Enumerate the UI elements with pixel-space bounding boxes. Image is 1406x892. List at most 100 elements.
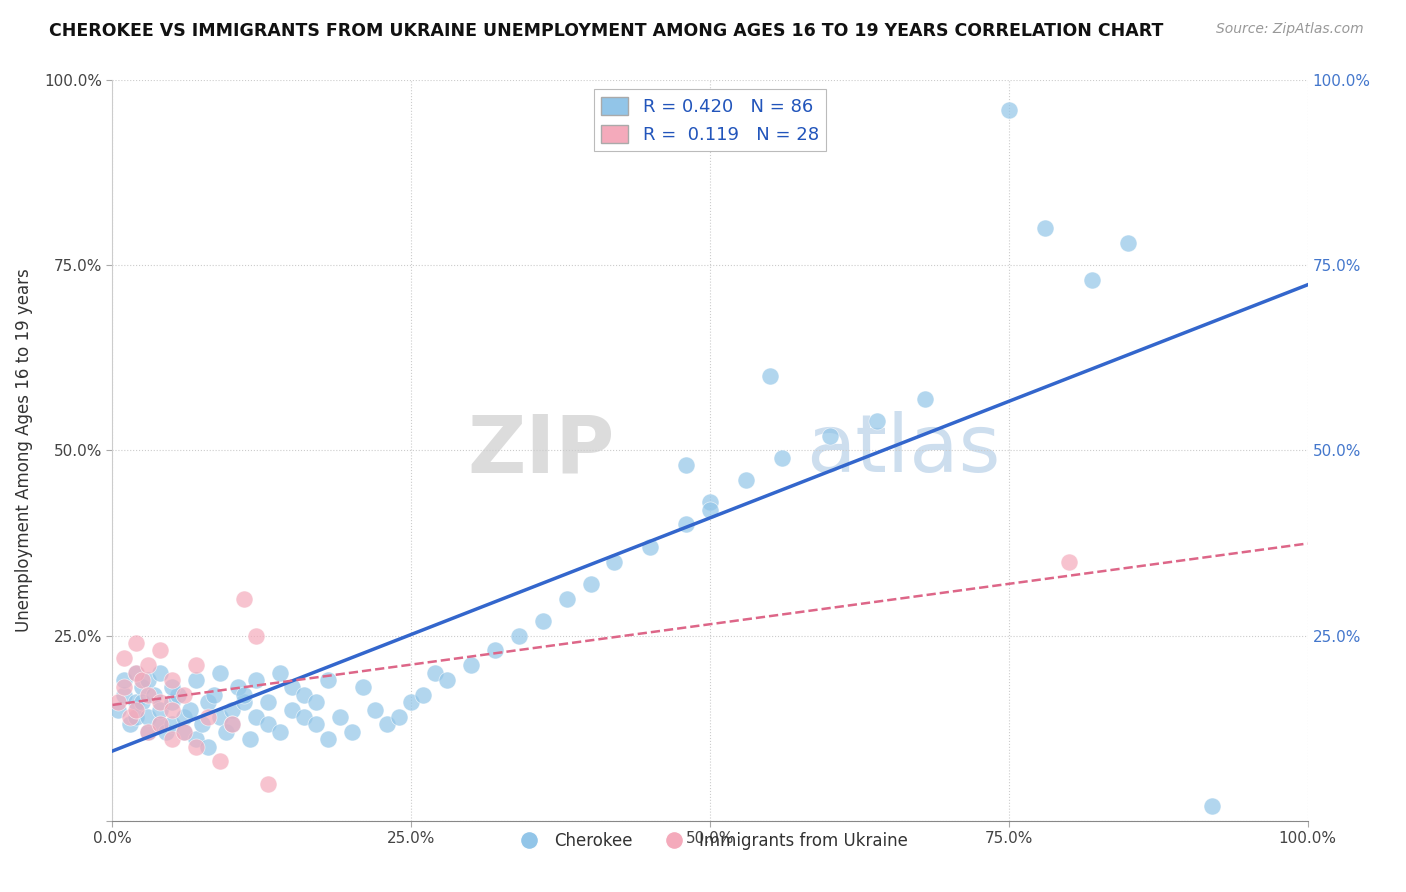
Text: Source: ZipAtlas.com: Source: ZipAtlas.com xyxy=(1216,22,1364,37)
Point xyxy=(173,710,195,724)
Point xyxy=(131,673,153,687)
Point xyxy=(998,103,1021,117)
Point xyxy=(162,732,183,747)
Point xyxy=(257,776,280,791)
Point xyxy=(316,732,339,747)
Point xyxy=(138,724,160,739)
Point xyxy=(866,414,889,428)
Point xyxy=(125,703,148,717)
Point xyxy=(1057,555,1080,569)
Point xyxy=(186,658,208,673)
Point xyxy=(114,673,135,687)
Point xyxy=(603,555,626,569)
Point xyxy=(484,643,506,657)
Point xyxy=(460,658,482,673)
Point xyxy=(125,665,148,680)
Point xyxy=(914,392,936,406)
Point xyxy=(675,458,697,473)
Text: ZIP: ZIP xyxy=(467,411,614,490)
Point xyxy=(138,710,160,724)
Point xyxy=(759,369,782,384)
Point xyxy=(364,703,387,717)
Point xyxy=(245,673,267,687)
Point xyxy=(197,710,219,724)
Point xyxy=(699,495,721,509)
Point xyxy=(120,710,142,724)
Point xyxy=(340,724,363,739)
Y-axis label: Unemployment Among Ages 16 to 19 years: Unemployment Among Ages 16 to 19 years xyxy=(15,268,32,632)
Point xyxy=(125,695,148,709)
Point xyxy=(138,658,160,673)
Point xyxy=(173,688,195,702)
Point xyxy=(197,695,219,709)
Point xyxy=(179,703,201,717)
Point xyxy=(173,724,195,739)
Point xyxy=(131,681,153,695)
Point xyxy=(173,724,195,739)
Point xyxy=(125,665,148,680)
Point xyxy=(149,717,172,731)
Point xyxy=(162,681,183,695)
Point xyxy=(388,710,411,724)
Point xyxy=(221,717,243,731)
Point xyxy=(149,665,172,680)
Point xyxy=(1033,221,1056,235)
Point xyxy=(186,739,208,754)
Point xyxy=(233,695,256,709)
Point xyxy=(257,695,280,709)
Point xyxy=(281,703,304,717)
Point xyxy=(675,517,697,532)
Point xyxy=(149,703,172,717)
Point xyxy=(699,502,721,516)
Point xyxy=(114,688,135,702)
Point xyxy=(107,703,129,717)
Point xyxy=(305,695,328,709)
Point xyxy=(245,628,267,642)
Legend: Cherokee, Immigrants from Ukraine: Cherokee, Immigrants from Ukraine xyxy=(506,825,914,856)
Point xyxy=(155,724,177,739)
Point xyxy=(149,643,172,657)
Point xyxy=(508,628,530,642)
Point xyxy=(149,695,172,709)
Point xyxy=(292,710,315,724)
Point xyxy=(269,724,291,739)
Point xyxy=(233,688,256,702)
Point xyxy=(197,739,219,754)
Point xyxy=(209,710,232,724)
Point xyxy=(555,591,578,606)
Point xyxy=(1201,798,1223,813)
Point xyxy=(401,695,423,709)
Point xyxy=(120,717,142,731)
Point xyxy=(107,695,129,709)
Point xyxy=(131,695,153,709)
Point xyxy=(186,732,208,747)
Point xyxy=(221,717,243,731)
Point xyxy=(209,755,232,769)
Point xyxy=(239,732,262,747)
Point xyxy=(125,710,148,724)
Point xyxy=(114,650,135,665)
Point xyxy=(281,681,304,695)
Point xyxy=(1118,236,1140,251)
Point xyxy=(377,717,399,731)
Point xyxy=(162,703,183,717)
Point xyxy=(138,688,160,702)
Point xyxy=(143,688,166,702)
Point xyxy=(292,688,315,702)
Point xyxy=(305,717,328,731)
Point xyxy=(770,450,793,465)
Point xyxy=(329,710,352,724)
Point xyxy=(735,473,758,487)
Point xyxy=(425,665,447,680)
Point xyxy=(316,673,339,687)
Text: atlas: atlas xyxy=(806,411,1000,490)
Point xyxy=(215,724,238,739)
Point xyxy=(640,540,662,554)
Point xyxy=(191,717,214,731)
Point xyxy=(531,614,554,628)
Point xyxy=(818,428,841,442)
Point xyxy=(138,724,160,739)
Point xyxy=(162,695,183,709)
Point xyxy=(245,710,267,724)
Point xyxy=(202,688,225,702)
